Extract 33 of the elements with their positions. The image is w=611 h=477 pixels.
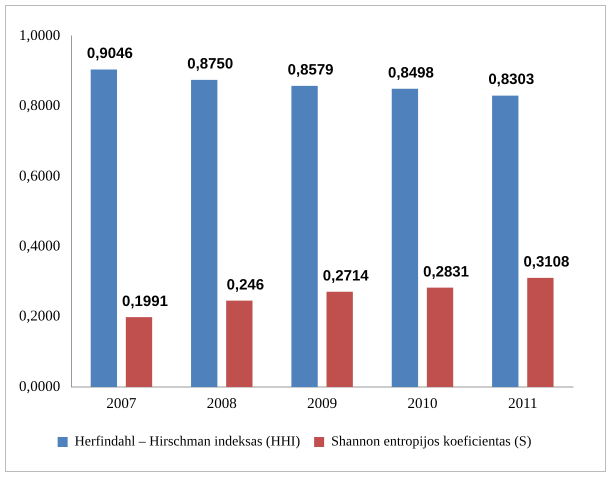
bar (326, 292, 353, 387)
bar (90, 69, 118, 387)
y-tick-label: 0,0000 (19, 378, 60, 395)
x-tick-label: 2007 (106, 396, 137, 412)
data-label: 0,2831 (423, 263, 469, 280)
data-label: 0,8579 (288, 62, 334, 79)
bar (226, 300, 253, 387)
data-label: 0,8750 (187, 56, 234, 73)
bar (426, 288, 454, 387)
data-label: 0,246 (226, 276, 264, 294)
bar (527, 278, 554, 387)
x-tick-label: 2008 (206, 396, 237, 412)
y-tick-label: 0,2000 (19, 308, 60, 325)
bar (492, 96, 518, 387)
y-tick-label: 0,4000 (19, 238, 60, 255)
bar (291, 86, 318, 387)
data-label: 0,3108 (523, 254, 570, 271)
data-label: 0,9046 (86, 45, 133, 62)
x-tick-label: 2011 (508, 396, 538, 412)
x-tick-label: 2010 (407, 396, 438, 412)
data-label: 0,2714 (322, 267, 370, 284)
data-label: 0,8498 (388, 64, 434, 82)
x-tick-label: 2009 (307, 396, 338, 412)
y-tick-label: 0,6000 (19, 168, 60, 184)
bar (392, 88, 418, 387)
bar (126, 317, 152, 387)
y-tick-label: 0,8000 (19, 98, 60, 114)
data-label: 0,1991 (122, 292, 168, 310)
legend-label: Shannon entropijos koeficientas (S) (331, 434, 532, 450)
y-tick-label: 1,0000 (19, 28, 60, 44)
bar (191, 80, 218, 387)
data-label: 0,8303 (488, 71, 534, 88)
legend-label: Herfindahl – Hirschman indeksas (HHI) (74, 434, 300, 450)
